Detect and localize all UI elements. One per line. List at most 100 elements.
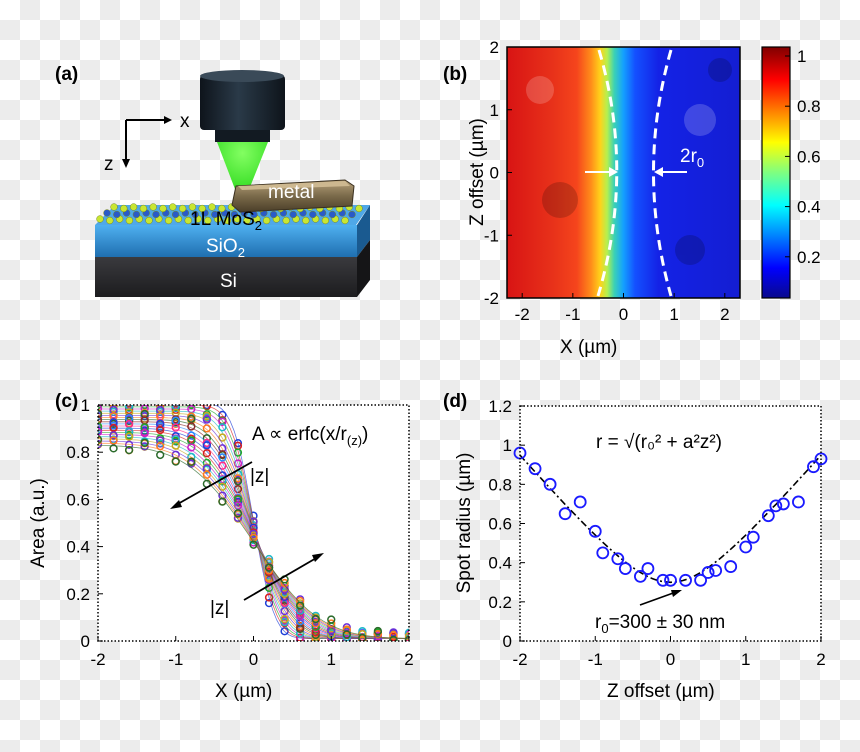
- mos2-atom: [97, 216, 104, 223]
- colorbar-tick-label: 0.2: [797, 248, 821, 267]
- panel-a: (a) x z: [55, 64, 370, 297]
- plot-d-ytick-label: 1: [503, 436, 512, 455]
- panel-d: (d) -2 -1 0 1 200.20.40.60.811.2 r = √(r₀² +…: [443, 391, 827, 702]
- plot-c-xtick-label: 0: [249, 650, 258, 669]
- colorbar-tick-label: 1: [797, 47, 806, 66]
- annot-sub: 0: [697, 155, 704, 170]
- mos2-atom: [146, 217, 153, 224]
- mos2-atom: [106, 217, 113, 224]
- plot-d-ytick-label: 0.6: [488, 515, 512, 534]
- annot-text: 2r: [680, 146, 698, 167]
- plot-d-ytick-label: 1.2: [488, 397, 512, 416]
- colorbar-tick-label: 0.8: [797, 97, 821, 116]
- mos2-atom: [130, 204, 137, 211]
- formula-c-main: A ∝ erfc(x/r: [252, 424, 348, 445]
- plot-c-ytick-label: 0.6: [66, 490, 90, 509]
- mos2-sub: 2: [255, 218, 262, 233]
- mos2-atom: [283, 217, 290, 224]
- mos2-atom: [165, 217, 172, 224]
- plot-c-xtick-label: -2: [90, 650, 105, 669]
- heatmap-ytick-label: -1: [484, 226, 499, 245]
- plot-c-ytick-label: 0.8: [66, 443, 90, 462]
- plot-d-ylabel: Spot radius (µm): [454, 453, 475, 594]
- heatmap-xtick-label: 2: [720, 305, 729, 324]
- mos2-atom: [104, 210, 111, 217]
- plot-d-xtick-label: 0: [666, 650, 675, 669]
- plot-c-ytick-label: 0.4: [66, 538, 90, 557]
- plot-c-ytick-label: 0: [81, 632, 90, 651]
- heatmap-xtick-label: -1: [565, 305, 580, 324]
- r0-annotation: r0=300 ± 30 nm: [595, 612, 725, 636]
- heatmap-xtick-label: 0: [619, 305, 628, 324]
- mos2-atom: [322, 217, 329, 224]
- metal-label: metal: [268, 182, 314, 203]
- mos2-atom: [263, 217, 270, 224]
- heatmap-ylabel: Z offset (µm): [467, 118, 488, 226]
- mos2-atom: [169, 204, 176, 211]
- panel-d-label: (d): [443, 391, 467, 412]
- plot-d-ytick-label: 0.2: [488, 593, 512, 612]
- mos2-atom: [126, 217, 133, 224]
- mos2-text: 1L MoS: [190, 209, 255, 230]
- heatmap-xlabel: X (µm): [560, 337, 617, 358]
- heatmap-ytick-label: 0: [490, 164, 499, 183]
- plot-c-xtick-label: 2: [404, 650, 413, 669]
- mos2-atom: [113, 211, 120, 218]
- axis-x-label: x: [180, 111, 190, 132]
- mos2-atom: [172, 211, 179, 218]
- colorbar-tick-label: 0.4: [797, 198, 821, 217]
- mos2-atom: [309, 211, 316, 218]
- panel-b-label: (b): [443, 64, 467, 85]
- sio2-sub: 2: [238, 245, 245, 260]
- sio2-text: SiO: [206, 236, 238, 257]
- panel-a-label: (a): [55, 64, 78, 85]
- plot-d-xlabel: Z offset (µm): [607, 681, 715, 702]
- mos2-atom: [290, 211, 297, 218]
- panel-c: (c) -2 -1 0 1 2 0 0.2 0.4 0.6 0.8 1 A ∝ erfc(x/r(z…: [28, 391, 414, 702]
- plot-c-xtick-label: 1: [327, 650, 336, 669]
- mos2-atom: [356, 205, 363, 212]
- plot-c-xlabel: X (µm): [215, 681, 272, 702]
- mos2-atom: [179, 205, 186, 212]
- plot-d-ytick-label: 0.8: [488, 475, 512, 494]
- mos2-atom: [302, 217, 309, 224]
- plot-c-ytick-label: 1: [81, 396, 90, 415]
- plot-d-ytick-label: 0.4: [488, 554, 512, 573]
- mos2-atom: [133, 211, 140, 218]
- objective-lens: [200, 70, 285, 142]
- plot-c-ytick-label: 0.2: [66, 585, 90, 604]
- mos2-atom: [153, 211, 160, 218]
- mos2-atom: [160, 205, 167, 212]
- formula-c-end: ): [362, 424, 368, 445]
- heatmap-ytick-label: 1: [490, 101, 499, 120]
- plot-d-ytick-label: 0: [503, 632, 512, 651]
- heatmap-ytick-label: -2: [484, 289, 499, 308]
- r0-sub: 0: [601, 621, 608, 636]
- mos2-atom: [270, 211, 277, 218]
- axes-glyph: x z: [104, 111, 190, 175]
- formula-c: A ∝ erfc(x/r(z)): [248, 418, 398, 448]
- heatmap-xtick-label: -2: [515, 305, 530, 324]
- plot-d-xtick-label: -2: [512, 650, 527, 669]
- plot-c-xtick-label: -1: [168, 650, 183, 669]
- mos2-atom: [120, 205, 127, 212]
- si-label: Si: [220, 271, 237, 292]
- mos2-atom: [111, 204, 118, 211]
- r0-text: =300 ± 30 nm: [609, 612, 726, 633]
- plot-c-ylabel: Area (a.u.): [28, 478, 49, 568]
- mos2-atom: [140, 205, 147, 212]
- z-label-lower: |z|: [210, 598, 229, 619]
- plot-d-xtick-label: 2: [816, 650, 825, 669]
- axis-z-label: z: [104, 154, 114, 175]
- colorbar: [762, 47, 790, 298]
- panel-c-label: (c): [55, 391, 78, 412]
- mos2-atom: [342, 217, 349, 224]
- heatmap-ytick-label: 2: [490, 38, 499, 57]
- mos2-atom: [349, 211, 356, 218]
- mos2-atom: [150, 204, 157, 211]
- colorbar-tick-label: 0.6: [797, 147, 821, 166]
- mos2-atom: [329, 211, 336, 218]
- plot-d-xtick-label: -1: [588, 650, 603, 669]
